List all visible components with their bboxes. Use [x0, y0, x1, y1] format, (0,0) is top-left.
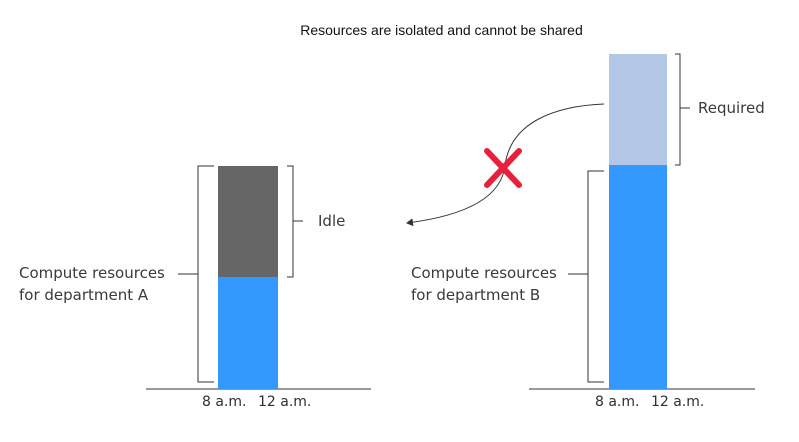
- bracket-idle: [287, 165, 303, 278]
- department-a-label-line1: Compute resources: [19, 264, 165, 282]
- department-a-label-line2: for department A: [19, 286, 149, 304]
- bracket-required: [675, 53, 690, 166]
- department-b-label-line2: for department B: [411, 286, 541, 304]
- time-end-b: 12 a.m.: [651, 394, 705, 410]
- time-start-b: 8 a.m.: [595, 394, 640, 410]
- cross-icon: [484, 148, 522, 188]
- bracket-department-a: [178, 165, 214, 383]
- diagram-title: Resources are isolated and cannot be sha…: [300, 22, 583, 38]
- used-block-a: [218, 277, 278, 389]
- department-b-label-line1: Compute resources: [411, 264, 557, 282]
- idle-label: Idle: [318, 212, 346, 230]
- used-block-b: [609, 165, 667, 389]
- time-end-a: 12 a.m.: [258, 394, 312, 410]
- required-block-b: [609, 54, 667, 165]
- time-start-a: 8 a.m.: [202, 394, 247, 410]
- bracket-department-b: [568, 170, 604, 383]
- idle-block-a: [218, 166, 278, 277]
- required-label: Required: [698, 99, 765, 117]
